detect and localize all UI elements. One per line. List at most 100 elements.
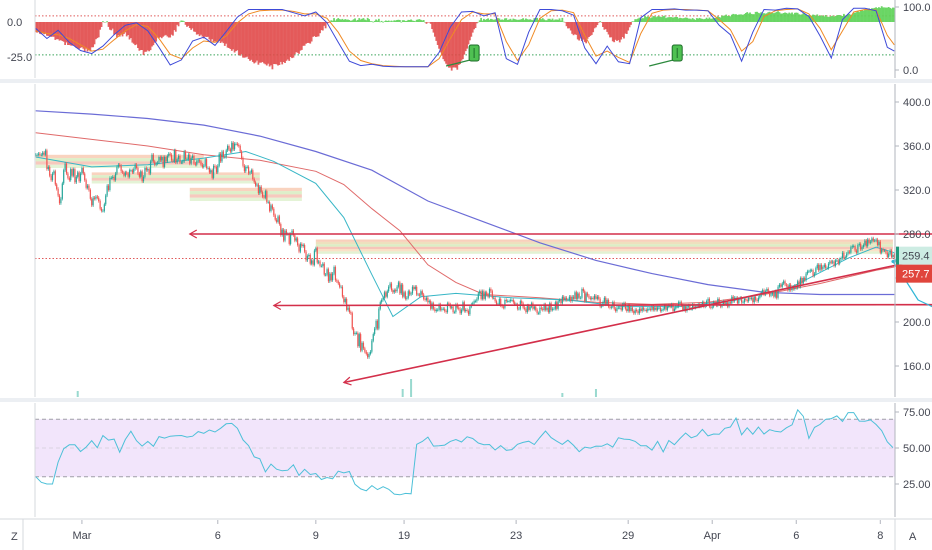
timezone-button[interactable]: Z [11,531,18,543]
candle-body [812,270,814,276]
histogram-bar [139,22,142,50]
candle-body [130,170,132,171]
candle-body [144,168,146,177]
candle-body [561,296,563,304]
price-band-stripe [189,187,302,192]
histogram-bar [676,17,679,22]
histogram-bar [272,22,275,64]
candle-body [582,289,584,292]
candle-body [850,247,852,253]
histogram-bar [816,14,819,22]
histogram-bar [644,15,646,22]
histogram-bar [879,7,882,23]
candle-body [476,298,478,302]
histogram-bar [355,20,358,22]
histogram-bar [165,22,167,35]
candle-body [661,309,663,311]
histogram-bar [373,20,376,22]
histogram-bar [225,22,228,44]
rsi-line [35,408,894,496]
histogram-bar [872,8,875,22]
last-price-badge-bg [896,246,932,265]
histogram-bar [410,19,412,22]
histogram-bar [212,22,215,43]
price-axis-label: 400.0 [903,97,931,109]
histogram-bar [522,18,525,22]
candle-body [43,152,45,155]
candle-body [599,298,601,307]
histogram-bar [169,22,172,38]
candle-body [514,302,516,305]
candle-body [832,261,834,263]
histogram-bar [865,9,868,22]
histogram-bar [240,22,243,55]
price-panel[interactable]: 400.0360.0320.0280.0240.0200.0160.0259.4… [35,97,932,397]
histogram-bar [450,22,453,71]
histogram-bar [394,20,397,22]
candle-body [233,143,236,150]
histogram-bar [555,19,558,22]
histogram-bar [307,22,310,43]
histogram-bar [688,18,691,22]
candle-body [477,293,479,299]
histogram-bar [443,22,446,62]
auto-scale-button[interactable]: A [909,531,917,543]
histogram-bar [709,18,712,22]
histogram-bar [722,15,725,22]
candle-body [140,171,142,177]
histogram-bar [309,22,312,44]
candle-body [295,238,297,241]
candle-body [811,270,813,272]
histogram-bar [321,22,324,31]
rsi-axis-label: 75.00 [903,407,931,419]
candle-body [892,254,894,258]
histogram-bar [75,22,78,48]
histogram-bar [606,22,609,32]
candle-body [649,308,652,310]
candle-body [155,163,157,165]
histogram-bar [490,18,492,22]
histogram-bar [103,22,106,23]
histogram-bar [553,20,555,22]
histogram-bar [179,21,181,23]
candle-body [445,311,447,313]
histogram-bar [642,18,645,22]
rsi-panel[interactable]: 75.00 50.00 25.00 [35,407,931,496]
candle-body [283,229,285,241]
candle-body [344,298,346,303]
candle-body [177,155,180,160]
price-axis-label: 280.0 [903,229,931,241]
candle-body [815,268,817,274]
histogram-bar [341,18,344,22]
histogram-bar [852,12,855,22]
candle-body [537,313,540,314]
candle-body [861,247,863,250]
candle-body [550,303,552,310]
candle-body [624,303,626,309]
histogram-bar [412,20,415,22]
histogram-bar [859,10,862,22]
histogram-bar [569,22,572,31]
time-axis[interactable]: Mar69192329Apr681011 [72,520,932,542]
candle-body [631,307,633,311]
candle-body [315,248,317,251]
time-axis-label: 29 [622,530,634,542]
histogram-bar [438,22,440,49]
oscillator-panel[interactable]: 100.0 0.0 0.0 -25.0 [7,2,931,77]
candle-body [61,183,63,199]
candle-body [411,286,414,294]
candle-body [172,160,174,162]
price-band-stripe [91,175,260,178]
histogram-bar [197,22,200,35]
candle-body [463,302,465,311]
candle-body [285,230,288,234]
histogram-bar [50,22,53,37]
candle-body [776,291,778,298]
candle-body [312,260,314,265]
candle-body [68,177,70,181]
candle-body [35,154,37,156]
price-axis-label: 200.0 [903,317,931,329]
histogram-bar [155,22,158,42]
histogram-bar [637,18,639,22]
